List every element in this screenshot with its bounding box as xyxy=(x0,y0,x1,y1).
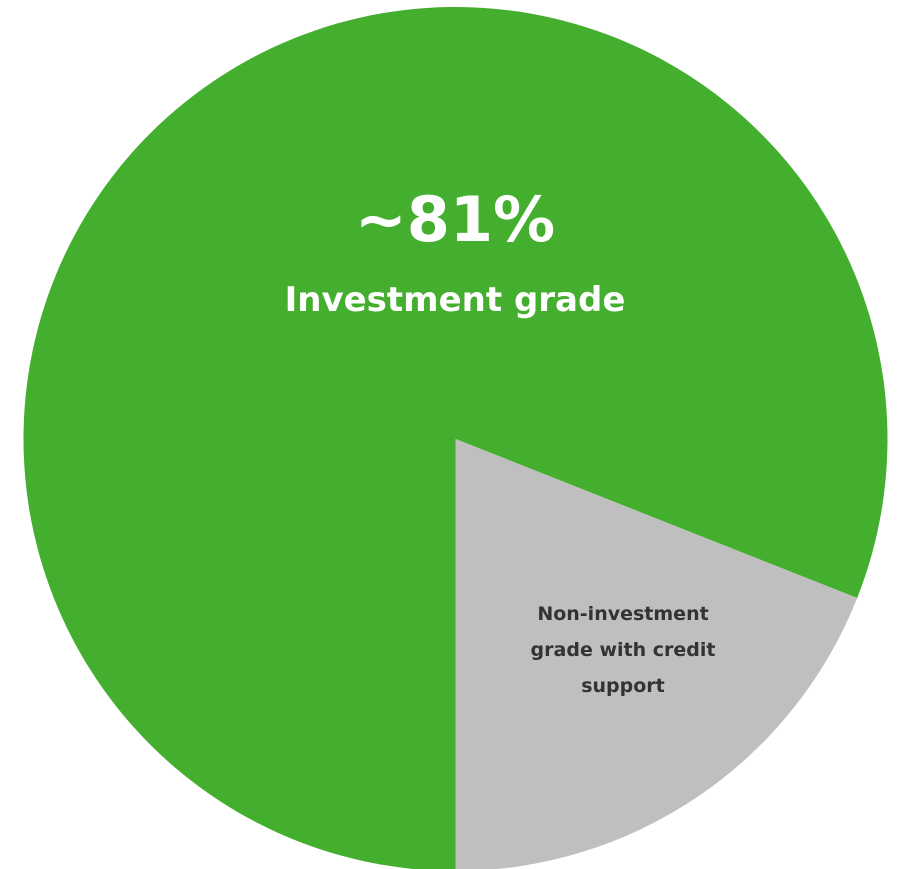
pie-slice xyxy=(23,7,888,869)
slice-value-label: ~81% xyxy=(354,183,556,256)
slice-category-label: Non-investment grade with credit support xyxy=(530,603,716,697)
slice-category-label: Investment grade xyxy=(284,280,626,320)
pie-slice xyxy=(455,439,858,869)
